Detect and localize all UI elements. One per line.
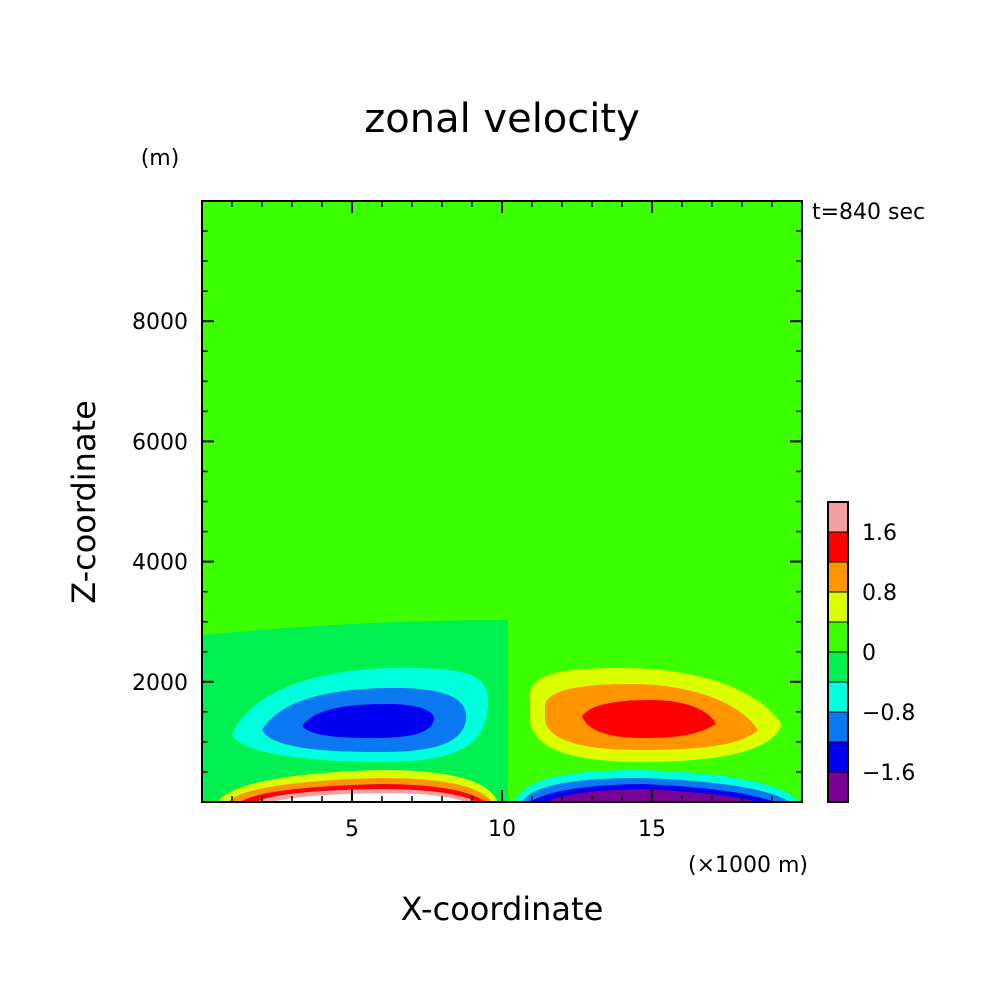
x-axis: 5 10 15 xyxy=(345,201,666,842)
contour-field xyxy=(202,201,802,802)
x-axis-label: X-coordinate xyxy=(401,890,604,928)
field-upper-layer-right xyxy=(508,400,802,640)
colorbar-label: −1.6 xyxy=(862,761,915,786)
y-axis: 2000 4000 6000 8000 xyxy=(132,310,802,696)
colorbar-swatch xyxy=(827,531,849,563)
colorbar-swatch xyxy=(827,771,849,803)
x-unit-label: (×1000 m) xyxy=(688,853,808,878)
right-cell-core xyxy=(582,700,716,738)
y-axis-label: Z-coordinate xyxy=(65,400,103,604)
colorbar-swatch xyxy=(827,561,849,593)
y-tick-label: 2000 xyxy=(132,671,188,696)
x-tick-label: 10 xyxy=(488,817,516,842)
colorbar-swatch xyxy=(827,681,849,713)
colorbar-label: 0.8 xyxy=(862,581,897,606)
chart-title: zonal velocity xyxy=(364,96,640,142)
colorbar-swatch xyxy=(827,711,849,743)
x-tick-label: 5 xyxy=(345,817,359,842)
colorbar-frame xyxy=(827,501,849,803)
left-cell-core xyxy=(302,704,435,738)
colorbar-swatch xyxy=(827,501,849,533)
time-label: t=840 sec xyxy=(812,200,925,225)
colorbar-swatch xyxy=(827,651,849,683)
field-upper-layer-left xyxy=(202,400,508,635)
colorbar-swatch xyxy=(827,591,849,623)
colorbar-label: −0.8 xyxy=(862,701,915,726)
minor-ticks xyxy=(202,201,802,802)
colorbar-label: 1.6 xyxy=(862,521,897,546)
x-tick-label: 15 xyxy=(638,817,666,842)
colorbar-swatch xyxy=(827,621,849,653)
colorbar-label: 0 xyxy=(862,641,876,666)
colorbar-swatch xyxy=(827,741,849,773)
colorbar: −1.6 −0.8 0 0.8 1.6 xyxy=(827,501,915,803)
y-tick-label: 6000 xyxy=(132,430,188,455)
y-tick-label: 8000 xyxy=(132,310,188,335)
y-unit-label: (m) xyxy=(141,146,180,171)
surface-jet-left-core xyxy=(272,793,466,802)
y-tick-label: 4000 xyxy=(132,551,188,576)
